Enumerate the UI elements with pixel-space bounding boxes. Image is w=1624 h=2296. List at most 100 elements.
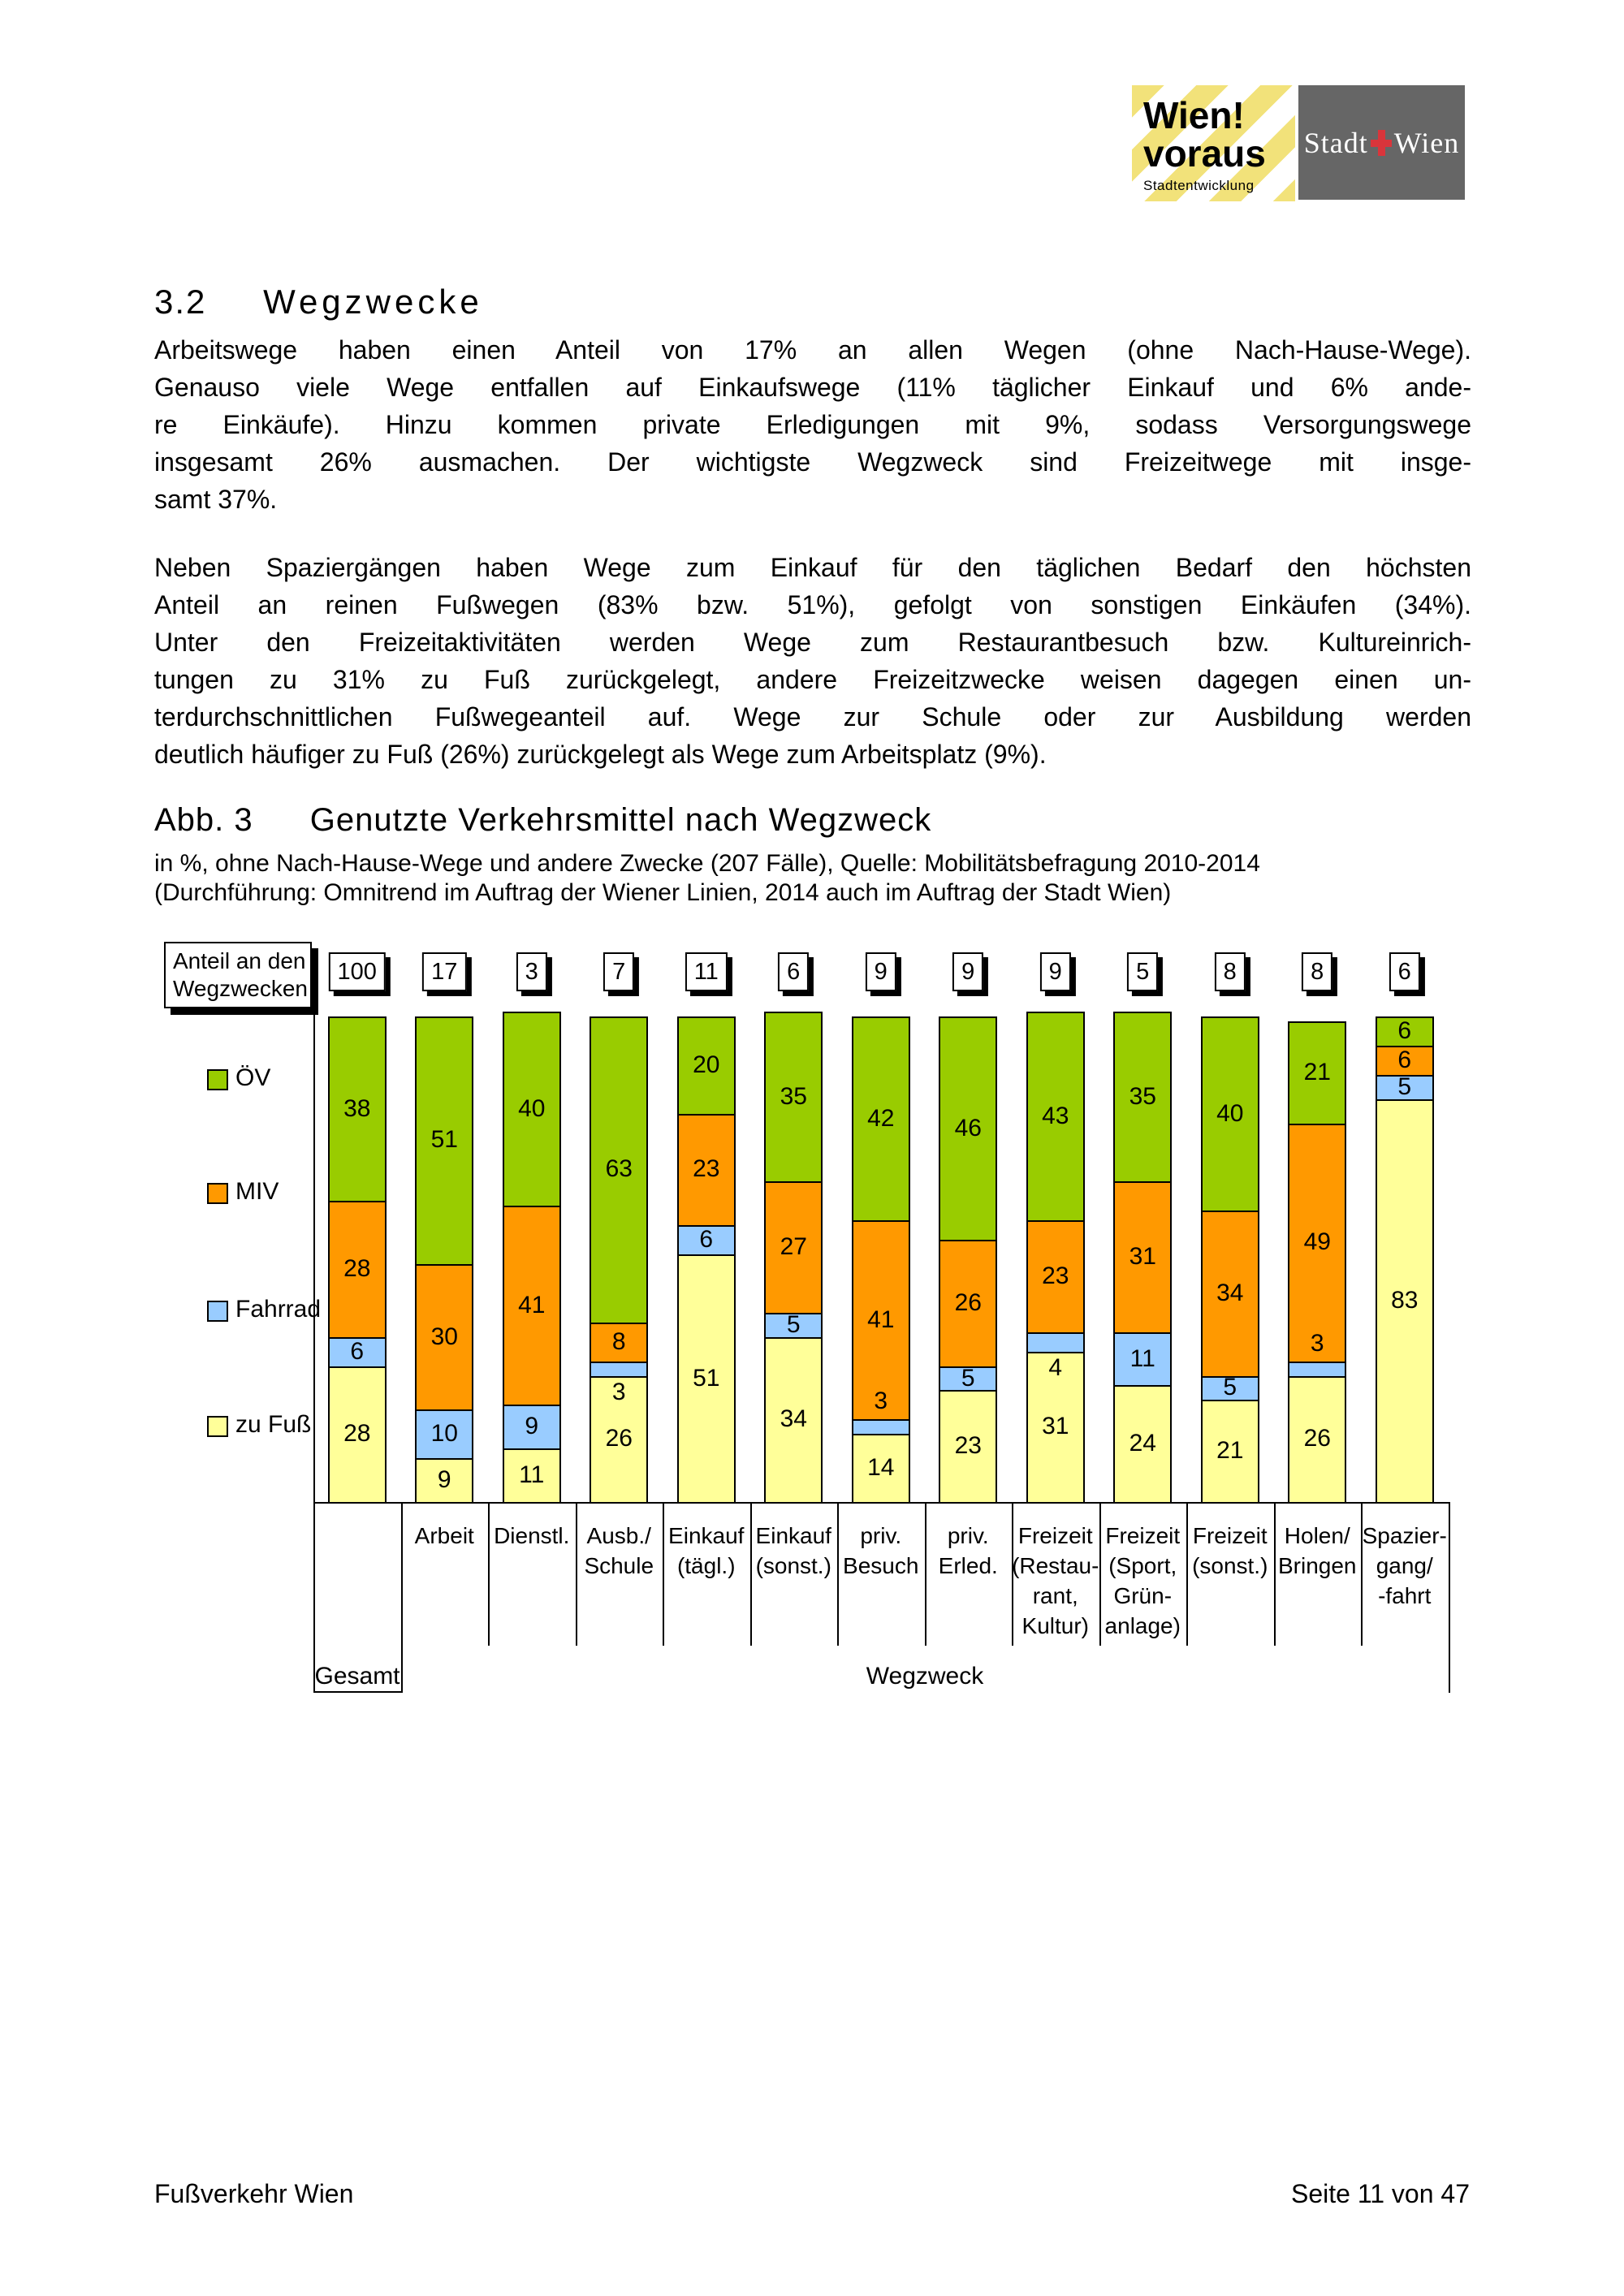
footer-left: Fußverkehr Wien: [154, 2179, 354, 2208]
bar-value-label: 23: [1042, 1262, 1069, 1289]
bar-value-label: 26: [1303, 1425, 1331, 1452]
bar-value-label: 31: [1042, 1413, 1069, 1440]
bar-value-label: 83: [1391, 1286, 1419, 1314]
bar-value-label: 27: [780, 1233, 807, 1261]
bar-segment-Fahrrad: [502, 1405, 561, 1451]
bar-value-label: 49: [1303, 1228, 1331, 1256]
bar-segment-Fahrrad: [415, 1409, 474, 1461]
axis-category-cell: Freizeit (Sport, Grün- anlage): [1104, 1523, 1181, 1638]
bar-value-label: 5: [786, 1310, 801, 1338]
bar-segment-Fahrrad: [851, 1419, 910, 1436]
text-line: Arbeitswege haben einen Anteil von 17% a…: [154, 335, 1471, 365]
bar-value-label: 28: [343, 1254, 371, 1282]
bar-segment-MIV: [327, 1201, 387, 1339]
bar-value-label: 31: [1129, 1243, 1156, 1270]
text-line: samt 37%.: [154, 485, 278, 514]
share-value-box: 8: [1302, 952, 1333, 991]
wien-text: Wien: [1393, 126, 1460, 159]
bar-value-label: 9: [525, 1413, 539, 1440]
bar-segment-zu-Fuß: [327, 1366, 387, 1504]
share-value-box: 8: [1214, 952, 1246, 991]
legend-label: MIV: [235, 1178, 279, 1205]
bar-value-label: 40: [1216, 1099, 1244, 1127]
logo-subline: Stadtentwicklung: [1143, 178, 1255, 193]
bar-segment-Fahrrad: [1200, 1375, 1259, 1402]
share-box-line-2: Wegzwecken: [173, 976, 309, 1001]
bar-segment-ÖV: [327, 1016, 387, 1203]
bar-value-label: 6: [699, 1226, 714, 1254]
bar-segment-ÖV: [1375, 1016, 1434, 1047]
text-line: Anteil an reinen Fußwegen (83% bzw. 51%)…: [154, 590, 1471, 619]
bar-value-label: 23: [693, 1155, 720, 1183]
bar-value-label: 5: [1397, 1072, 1412, 1100]
legend-label: Fahrrad: [235, 1296, 322, 1323]
legend-swatch-MIV: [207, 1183, 228, 1204]
axis-cell-divider: [1186, 1502, 1188, 1646]
bar-segment-ÖV: [676, 1016, 736, 1116]
figure-label: Abb. 3: [154, 802, 253, 838]
stacked-bar-chart: Anteil an den Wegzwecken Gesamt Wegzweck…: [160, 938, 1459, 1697]
bar-value-label: 42: [867, 1104, 895, 1132]
axis-category-cell: Dienstl.: [494, 1523, 570, 1548]
bar-segment-ÖV: [939, 1016, 998, 1242]
bar-value-label: 9: [437, 1466, 451, 1494]
bar-segment-MIV: [502, 1206, 561, 1407]
bar-segment-MIV: [676, 1113, 736, 1228]
share-value-box: 3: [516, 952, 547, 991]
text-line: tungen zu 31% zu Fuß zurückgelegt, ander…: [154, 665, 1471, 694]
share-value-box: 9: [1039, 952, 1071, 991]
axis-cell-divider: [1099, 1502, 1101, 1646]
bar-segment-zu-Fuß: [764, 1336, 823, 1504]
text-line: Genauso viele Wege entfallen auf Einkauf…: [154, 373, 1471, 402]
axis-category-cell: Freizeit (Restau- rant, Kultur): [1012, 1523, 1099, 1638]
bar-segment-ÖV: [851, 1016, 910, 1223]
axis-cell-divider: [1012, 1502, 1013, 1646]
bar-value-label: 11: [519, 1461, 545, 1489]
value-axis-line: [313, 1015, 315, 1693]
bar-segment-ÖV: [415, 1016, 474, 1266]
share-value-box: 5: [1127, 952, 1159, 991]
bar-value-label: 11: [1129, 1344, 1155, 1372]
bar-segment-MIV: [939, 1240, 998, 1368]
axis-cell-divider: [575, 1502, 577, 1646]
bar-value-label: 26: [605, 1425, 633, 1452]
bar-value-label: 3: [611, 1378, 626, 1405]
header-logos: Wien! voraus Stadtentwicklung Stadt Wien: [1132, 85, 1465, 201]
bar-value-label: 34: [1216, 1279, 1244, 1306]
share-value-box: 6: [1389, 952, 1420, 991]
share-value-box: 9: [865, 952, 896, 991]
stadt-text: Stadt: [1303, 126, 1368, 159]
axis-category-cell: Freizeit (sonst.): [1192, 1523, 1268, 1578]
bar-value-label: 41: [867, 1306, 895, 1333]
bar-segment-ÖV: [1026, 1012, 1085, 1223]
logo-line-1: Wien!: [1143, 94, 1245, 136]
footer-page-number: Seite 11 von 47: [1290, 2179, 1470, 2208]
red-cross-icon: [1370, 129, 1392, 156]
bar-value-label: 4: [1048, 1353, 1063, 1381]
axis-category-cell: Arbeit: [414, 1523, 474, 1548]
bar-value-label: 20: [693, 1051, 720, 1078]
legend-label: zu Fuß: [235, 1411, 312, 1438]
bar-segment-Fahrrad: [1288, 1361, 1347, 1378]
bar-segment-zu-Fuß: [1113, 1385, 1173, 1504]
bar-value-label: 5: [961, 1364, 975, 1392]
section-title: Wegzwecke: [263, 283, 483, 321]
bar-segment-ÖV: [1113, 1012, 1173, 1184]
bar-value-label: 26: [954, 1288, 982, 1316]
bar-value-label: 34: [780, 1405, 807, 1433]
bar-value-label: 51: [693, 1364, 720, 1392]
text-line: deutlich häufiger zu Fuß (26%) zurückgel…: [154, 740, 1047, 769]
figure-title: Genutzte Verkehrsmittel nach Wegzweck: [309, 802, 932, 838]
bar-value-label: 24: [1129, 1430, 1156, 1457]
paragraph-2: Neben Spaziergängen haben Wege zum Einka…: [154, 549, 1471, 773]
bar-value-label: 3: [1310, 1329, 1324, 1357]
bar-segment-Fahrrad: [1113, 1331, 1173, 1388]
bar-segment-MIV: [851, 1220, 910, 1422]
stadt-wien-logo: Stadt Wien: [1298, 85, 1465, 200]
text-line: re Einkäufe). Hinzu kommen private Erled…: [154, 410, 1471, 439]
bar-segment-MIV: [1200, 1211, 1259, 1378]
bar-segment-MIV: [764, 1181, 823, 1314]
paragraph-1: Arbeitswege haben einen Anteil von 17% a…: [154, 331, 1471, 518]
bar-value-label: 28: [343, 1420, 371, 1448]
